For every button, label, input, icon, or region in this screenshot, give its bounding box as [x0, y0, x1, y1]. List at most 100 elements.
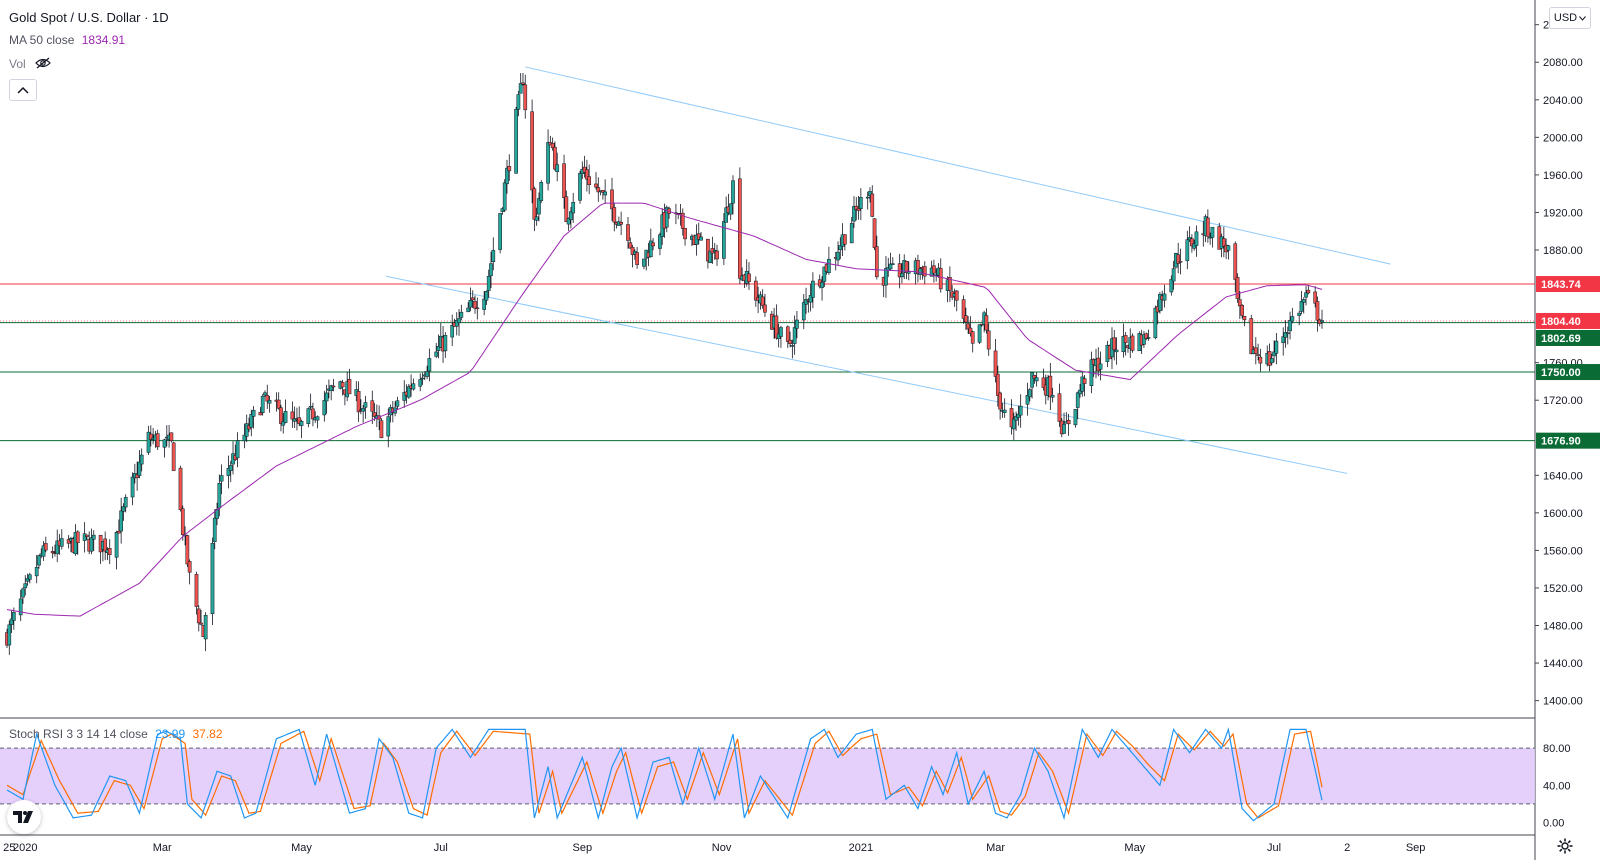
candle	[1123, 331, 1128, 356]
candle	[534, 207, 539, 226]
ma-legend[interactable]: MA 50 close 1834.91	[9, 33, 125, 47]
candle	[1235, 273, 1240, 303]
candle	[715, 244, 719, 266]
candle-body	[922, 266, 927, 277]
stoch-legend[interactable]: Stoch RSI 3 3 14 14 close 23.99 37.82	[9, 727, 223, 741]
candle-body	[918, 268, 923, 275]
candle	[308, 393, 313, 411]
candle	[977, 324, 982, 345]
time-tick-label: May	[291, 842, 312, 854]
candle-body	[820, 282, 824, 288]
candle	[34, 554, 39, 584]
candle-body	[838, 245, 843, 251]
candle	[260, 393, 265, 416]
price-level-label: 1804.40	[1541, 316, 1581, 328]
candle-body	[1114, 349, 1119, 353]
candle-body	[411, 383, 416, 390]
candle	[1226, 244, 1231, 260]
candle-body	[34, 566, 39, 577]
candle	[854, 197, 859, 221]
candle-body	[41, 545, 46, 557]
candle	[619, 211, 623, 235]
candle-body	[1014, 415, 1018, 421]
candle-body	[148, 433, 153, 440]
candle-body	[1288, 319, 1292, 332]
candle	[694, 224, 699, 256]
candle-body	[970, 331, 975, 344]
candle	[1030, 372, 1034, 399]
candle	[1240, 303, 1244, 319]
candle	[50, 546, 55, 559]
candle-body	[43, 543, 48, 551]
candle	[635, 246, 639, 269]
candle	[219, 464, 224, 495]
candle	[918, 267, 923, 280]
candle	[870, 185, 875, 218]
candle-body	[1130, 335, 1135, 351]
candle-body	[530, 111, 534, 191]
candle	[968, 316, 973, 337]
candle	[486, 269, 491, 298]
candle	[290, 401, 295, 428]
candle-body	[1185, 239, 1190, 262]
candle-body	[370, 400, 375, 412]
tradingview-logo-icon[interactable]	[7, 800, 41, 834]
candle-body	[562, 163, 566, 198]
candle-body	[1112, 337, 1117, 350]
candle-body	[753, 280, 758, 301]
candle	[874, 235, 879, 280]
candle	[1190, 234, 1194, 253]
symbol-legend[interactable]: Gold Spot / U.S. Dollar · 1D	[9, 10, 169, 25]
candle	[998, 391, 1002, 420]
candle-body	[427, 358, 432, 372]
candle	[1048, 362, 1053, 410]
candle	[664, 205, 669, 233]
candle	[315, 415, 320, 429]
candle	[281, 413, 286, 434]
vol-legend[interactable]: Vol	[9, 57, 51, 72]
candle-body	[258, 412, 263, 416]
candle	[119, 497, 124, 544]
currency-selector[interactable]: USD	[1549, 7, 1591, 29]
candle	[820, 276, 824, 301]
collapse-legend-button[interactable]	[9, 79, 37, 101]
candle	[708, 250, 713, 264]
candle-body	[564, 196, 569, 223]
candle-body	[279, 407, 283, 424]
time-tick-label: Mar	[986, 842, 1005, 854]
eye-hidden-icon[interactable]	[35, 57, 51, 72]
candle-body	[546, 142, 550, 184]
candle-body	[555, 164, 560, 173]
candle-body	[904, 261, 909, 273]
candle	[1158, 291, 1162, 314]
candle	[801, 294, 806, 330]
candle	[1082, 374, 1087, 397]
price-level-label: 1676.90	[1541, 436, 1581, 448]
candle-body	[534, 216, 539, 221]
candle	[75, 530, 80, 555]
candle-body	[966, 323, 971, 330]
candle	[263, 390, 267, 397]
candle	[553, 141, 557, 171]
candle	[1185, 230, 1190, 270]
candle	[836, 241, 840, 266]
candle-body	[73, 532, 78, 555]
candle	[890, 257, 895, 265]
candle	[843, 234, 847, 251]
candle	[938, 258, 943, 293]
candle-body	[1313, 291, 1318, 304]
candle-body	[795, 319, 799, 329]
candle-body	[1233, 243, 1238, 280]
gear-icon[interactable]	[1557, 838, 1573, 859]
candle	[658, 232, 662, 256]
symbol-title: Gold Spot / U.S. Dollar · 1D	[9, 10, 169, 25]
time-tick-label: Jul	[434, 842, 448, 854]
candle-body	[137, 461, 142, 476]
candle-body	[993, 350, 998, 377]
candle	[904, 260, 909, 280]
candle	[311, 402, 315, 427]
candle	[601, 189, 605, 200]
candle	[1306, 284, 1311, 295]
candle-body	[1027, 389, 1032, 398]
